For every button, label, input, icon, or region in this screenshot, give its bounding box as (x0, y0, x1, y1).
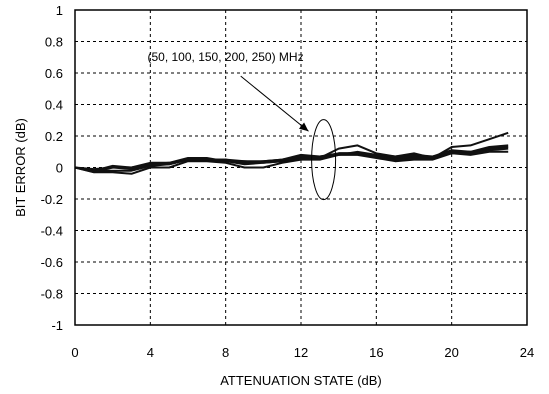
x-tick-labels: 0 4 8 12 16 20 24 (71, 345, 534, 360)
y-tick-label: 1 (56, 3, 63, 18)
y-tick-label: -0.2 (41, 192, 63, 207)
x-tick-label: 12 (294, 345, 308, 360)
x-tick-label: 24 (520, 345, 534, 360)
annotation-arrow (240, 75, 309, 132)
y-tick-label: -0.6 (41, 255, 63, 270)
y-axis-title: BIT ERROR (dB) (13, 118, 28, 217)
y-tick-label: 0.2 (45, 129, 63, 144)
annotation-label: (50, 100, 150, 200, 250) MHz (148, 50, 304, 64)
x-tick-label: 0 (71, 345, 78, 360)
x-tick-label: 16 (369, 345, 383, 360)
annotation-group: (50, 100, 150, 200, 250) MHz (148, 50, 337, 201)
annotation-arrowhead (299, 122, 309, 132)
y-tick-label: 0.4 (45, 98, 63, 113)
y-tick-label: 0 (56, 161, 63, 176)
y-tick-labels: 1 0.8 0.6 0.4 0.2 0 -0.2 -0.4 -0.6 -0.8 -1 (41, 3, 63, 333)
y-tick-label: -0.8 (41, 287, 63, 302)
y-tick-label: -1 (51, 318, 63, 333)
y-tick-label: -0.4 (41, 224, 63, 239)
x-axis-title: ATTENUATION STATE (dB) (220, 373, 382, 388)
x-tick-label: 4 (147, 345, 154, 360)
series-line-5 (74, 131, 509, 174)
y-tick-label: 0.6 (45, 66, 63, 81)
annotation-ellipse (311, 119, 337, 201)
x-tick-label: 20 (444, 345, 458, 360)
y-tick-label: 0.8 (45, 35, 63, 50)
x-tick-label: 8 (222, 345, 229, 360)
series-lines (74, 131, 509, 175)
plot-frame (74, 9, 528, 326)
series-line-1 (74, 150, 509, 175)
